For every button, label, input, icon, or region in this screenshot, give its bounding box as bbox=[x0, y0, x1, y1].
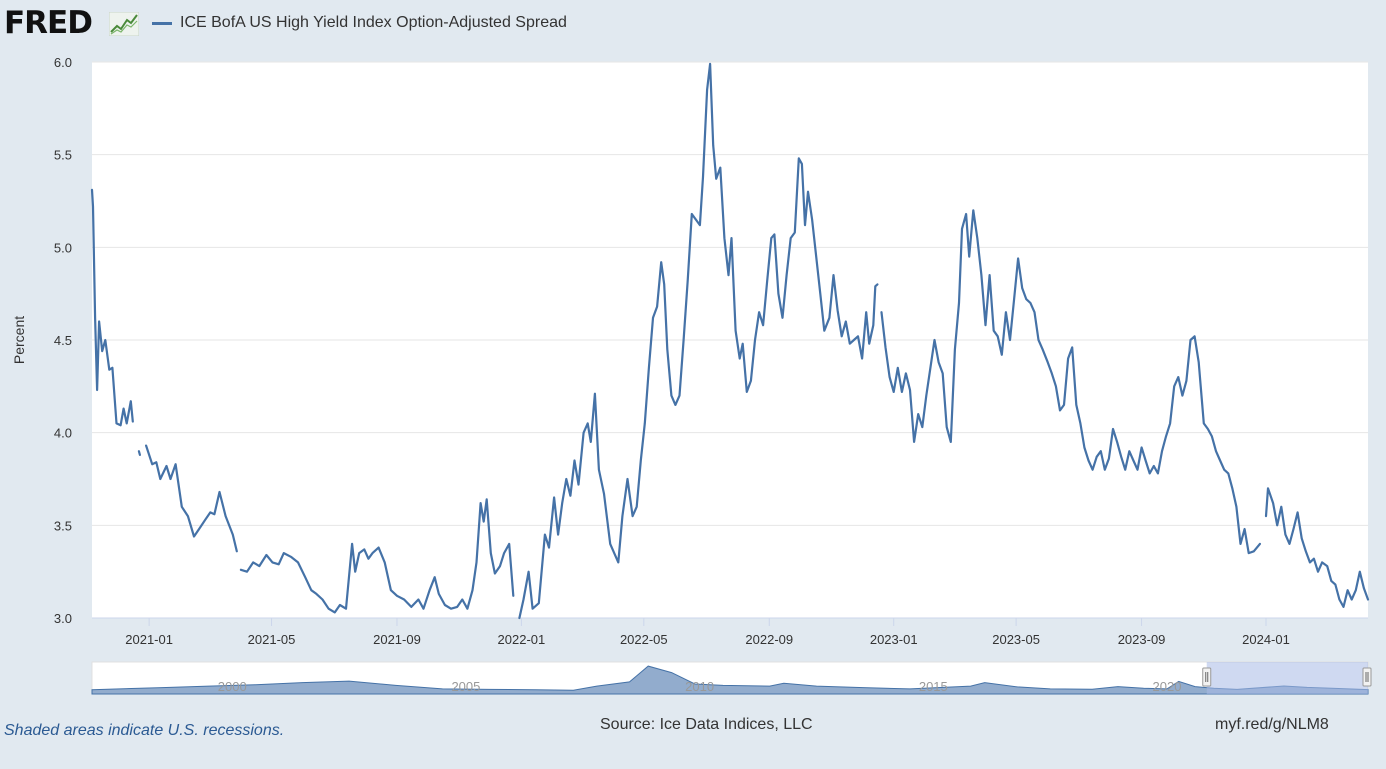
navigator-tick-label: 2000 bbox=[218, 679, 247, 694]
series-line-segment bbox=[518, 62, 879, 620]
x-axis-ticks: 2021-01 2021-05 2021-09 2022-01 2022-05 2022-… bbox=[92, 617, 1368, 647]
navigator-tick-label: 2010 bbox=[685, 679, 714, 694]
fred-logo[interactable]: FRED bbox=[4, 5, 93, 41]
x-tick-label: 2024-01 bbox=[1242, 632, 1290, 647]
series-line-segment bbox=[137, 450, 141, 456]
legend-line-swatch bbox=[152, 21, 172, 25]
short-url[interactable]: myf.red/g/NLM8 bbox=[1215, 716, 1329, 733]
y-tick-label: 5.0 bbox=[54, 240, 72, 255]
series-line-segment bbox=[90, 188, 134, 427]
y-tick-label: 4.0 bbox=[54, 426, 72, 441]
x-tick-label: 2021-09 bbox=[373, 632, 421, 647]
y-tick-label: 3.0 bbox=[54, 611, 72, 626]
x-tick-label: 2021-05 bbox=[248, 632, 296, 647]
x-tick-label: 2022-01 bbox=[498, 632, 546, 647]
series-line-segment bbox=[145, 444, 238, 553]
series-line-segment bbox=[880, 209, 1261, 555]
navigator-selected-range[interactable] bbox=[1206, 662, 1368, 694]
y-tick-label: 4.5 bbox=[54, 333, 72, 348]
y-axis-ticks: 3.0 3.5 4.0 4.5 5.0 5.5 6.0 bbox=[54, 55, 72, 626]
source-text: Source: Ice Data Indices, LLC bbox=[600, 716, 813, 733]
y-tick-label: 6.0 bbox=[54, 55, 72, 70]
x-tick-label: 2021-01 bbox=[125, 632, 173, 647]
series-line-segment bbox=[1264, 487, 1370, 608]
chart-header: FRED ICE BofA US High Yield Index Option… bbox=[0, 0, 1386, 50]
line-chart[interactable]: 3.03.54.04.55.05.56.0 2021-01 2021-05 2021… bbox=[0, 0, 1386, 705]
series-line bbox=[90, 62, 1370, 620]
navigator-tick-label: 2015 bbox=[919, 679, 948, 694]
chart-legend[interactable]: ICE BofA US High Yield Index Option-Adju… bbox=[152, 14, 567, 32]
x-tick-label: 2023-09 bbox=[1118, 632, 1166, 647]
series-line-segment bbox=[239, 498, 515, 614]
navigator-left-handle[interactable] bbox=[1202, 667, 1212, 687]
navigator-tick-label: 2005 bbox=[451, 679, 480, 694]
x-tick-label: 2022-05 bbox=[620, 632, 668, 647]
legend-series-label: ICE BofA US High Yield Index Option-Adju… bbox=[180, 14, 567, 31]
navigator-tick-label: 2020 bbox=[1153, 679, 1182, 694]
navigator: 2000 2005 2010 2015 2020 bbox=[91, 661, 1372, 695]
recession-note: Shaded areas indicate U.S. recessions. bbox=[4, 722, 285, 739]
y-axis-label: Percent bbox=[11, 316, 27, 364]
x-tick-label: 2022-09 bbox=[745, 632, 793, 647]
x-tick-label: 2023-01 bbox=[870, 632, 918, 647]
x-tick-label: 2023-05 bbox=[992, 632, 1040, 647]
y-tick-label: 3.5 bbox=[54, 518, 72, 533]
trend-line-icon bbox=[109, 12, 139, 36]
y-tick-label: 5.5 bbox=[54, 148, 72, 163]
navigator-right-handle[interactable] bbox=[1362, 667, 1372, 687]
